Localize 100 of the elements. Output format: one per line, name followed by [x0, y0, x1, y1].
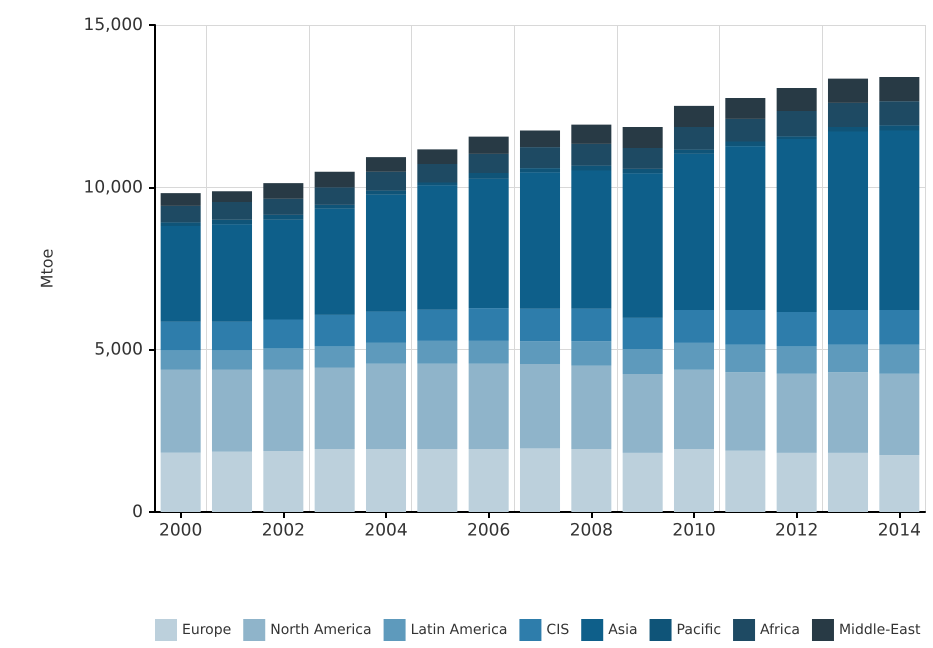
bar [263, 220, 304, 320]
x-tick-label: 2014 [878, 520, 921, 540]
bar [212, 224, 252, 322]
bar [622, 148, 663, 169]
bar [725, 98, 766, 119]
bar [674, 154, 714, 310]
bar [417, 449, 458, 512]
bar [879, 344, 920, 374]
bar [622, 374, 663, 453]
bar [314, 368, 355, 450]
bar [520, 364, 560, 448]
bar [160, 193, 201, 206]
bar [520, 130, 560, 148]
bar [366, 364, 406, 450]
bar [212, 452, 252, 512]
bar [314, 346, 355, 368]
bar [776, 138, 817, 312]
bar [674, 370, 714, 450]
bar [725, 118, 766, 142]
bar [263, 369, 304, 451]
bar [725, 310, 766, 345]
bar [160, 369, 201, 453]
bar [828, 78, 868, 103]
bar [366, 157, 406, 172]
bar [776, 111, 817, 136]
x-tick-label: 2012 [775, 520, 818, 540]
bar [725, 146, 766, 310]
bar [468, 364, 509, 450]
bar [212, 191, 252, 202]
bar [674, 342, 714, 370]
bar [571, 144, 612, 166]
legend-label: Europe [182, 622, 232, 638]
bar [879, 76, 920, 102]
bar [366, 194, 406, 312]
bar [879, 374, 920, 456]
bar [571, 341, 612, 366]
bar [468, 136, 509, 154]
bar [571, 449, 612, 512]
bar [828, 452, 868, 512]
bar [776, 374, 817, 453]
bar [725, 344, 766, 372]
bar [160, 226, 201, 322]
bar [468, 308, 509, 341]
x-tick-label: 2010 [672, 520, 716, 540]
bar [160, 322, 201, 350]
bar [263, 319, 304, 348]
bar [160, 452, 201, 512]
bar [571, 166, 612, 170]
y-axis-title: Mtoe [38, 248, 56, 288]
bar [366, 190, 406, 195]
bar [468, 173, 509, 179]
bar [828, 131, 868, 310]
bar [417, 185, 458, 310]
bar [674, 106, 714, 127]
y-tick-label: 15,000 [84, 15, 143, 35]
legend-label: Latin America [410, 622, 508, 638]
bar [417, 310, 458, 341]
bar [314, 449, 355, 512]
bar [314, 204, 355, 209]
bar [520, 172, 560, 309]
bar [571, 124, 612, 144]
bar [314, 172, 355, 188]
bar [160, 222, 201, 226]
bar [417, 182, 458, 186]
bar [212, 369, 252, 452]
bar [828, 310, 868, 345]
bar [674, 150, 714, 154]
bar [212, 202, 252, 220]
bar [879, 101, 920, 126]
x-tick-label: 2002 [262, 520, 305, 540]
bar [520, 448, 560, 512]
bar [160, 206, 201, 222]
bar [725, 372, 766, 451]
bar [622, 126, 663, 148]
y-tick-label: 5,000 [94, 340, 143, 360]
legend-label: CIS [546, 622, 570, 638]
legend-label: Pacific [676, 622, 722, 638]
bar [674, 126, 714, 150]
bar [725, 450, 766, 512]
legend-label: North America [270, 622, 372, 638]
bar [776, 88, 817, 112]
bar [571, 366, 612, 450]
bar [622, 318, 663, 350]
bar [520, 308, 560, 342]
bar [520, 168, 560, 172]
bar [520, 341, 560, 364]
bar [776, 312, 817, 346]
bar [828, 102, 868, 127]
bar [674, 449, 714, 512]
bar [622, 168, 663, 174]
bar [828, 372, 868, 453]
bar [828, 126, 868, 132]
bar [417, 364, 458, 450]
bar [366, 342, 406, 364]
bar [725, 142, 766, 146]
bar [828, 344, 868, 372]
bar [879, 455, 920, 512]
bar [366, 312, 406, 343]
x-tick-label: 2004 [364, 520, 408, 540]
bar [520, 147, 560, 168]
